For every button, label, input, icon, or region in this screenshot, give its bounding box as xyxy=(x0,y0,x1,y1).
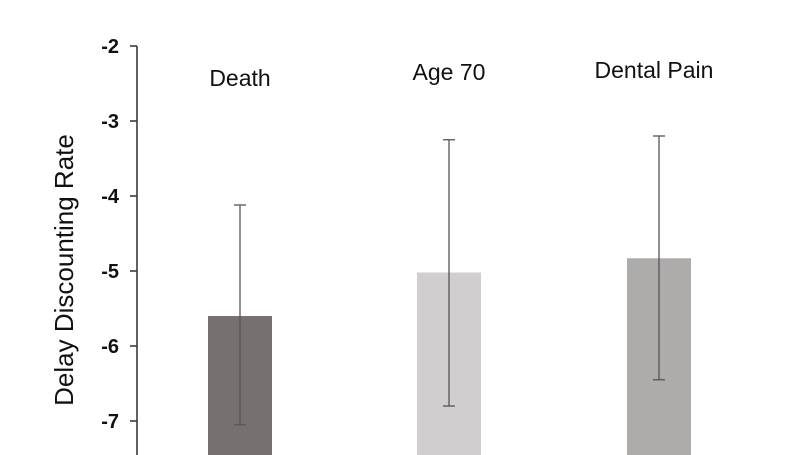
category-labels: Death Age 70 Dental Pain xyxy=(209,57,713,91)
y-tick-label: -6 xyxy=(101,336,119,358)
y-tick-label: -5 xyxy=(101,261,119,283)
y-tick-label: -2 xyxy=(101,36,119,58)
error-bar xyxy=(653,135,665,381)
category-label: Dental Pain xyxy=(595,57,714,83)
y-tick-label: -7 xyxy=(101,411,119,433)
y-tick-label: -4 xyxy=(101,186,120,208)
category-label: Age 70 xyxy=(413,59,486,85)
category-label: Death xyxy=(209,65,270,91)
error-bar xyxy=(443,139,455,407)
errorbars-layer xyxy=(234,135,665,426)
y-tick-label: -3 xyxy=(101,111,119,133)
error-bar xyxy=(234,204,246,426)
y-axis-title: Delay Discounting Rate xyxy=(49,134,79,406)
y-ticks: -2 -3 -4 -5 -6 -7 xyxy=(101,36,137,433)
